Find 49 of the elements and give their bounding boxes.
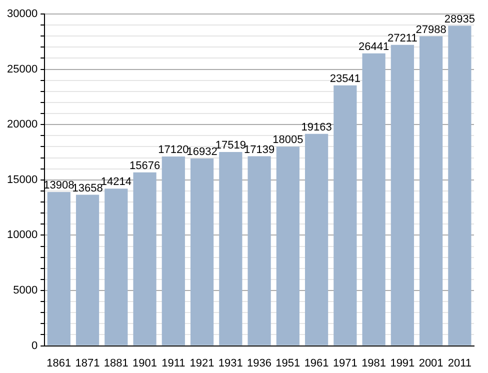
- data-label: 28935: [444, 13, 475, 26]
- y-tick-label: 15000: [6, 174, 38, 186]
- x-tick-label: 1931: [218, 357, 243, 370]
- bar: [362, 53, 386, 346]
- bar: [133, 172, 156, 346]
- y-tick-label: 25000: [6, 63, 38, 76]
- data-label: 13658: [72, 182, 103, 194]
- x-tick-label: 1951: [276, 357, 300, 370]
- data-label: 15676: [129, 160, 160, 172]
- bar: [420, 36, 443, 346]
- x-tick-label: 2011: [448, 357, 472, 370]
- x-tick-label: 1961: [304, 357, 329, 370]
- x-tick-label: 1971: [332, 357, 358, 370]
- x-tick-label: 1981: [362, 357, 386, 370]
- data-label: 19163: [301, 121, 332, 134]
- bar: [219, 152, 242, 346]
- bar: [390, 44, 414, 346]
- data-label: 13908: [44, 180, 74, 192]
- data-label: 26441: [358, 40, 390, 53]
- bar: [190, 158, 214, 346]
- x-tick-label: 1901: [132, 357, 158, 370]
- bar: [334, 85, 357, 346]
- data-label: 23541: [330, 72, 360, 85]
- data-label: 17120: [158, 144, 189, 156]
- x-tick-label: 1881: [104, 357, 128, 370]
- y-tick-label: 30000: [6, 8, 38, 20]
- y-tick-label: 0: [31, 340, 38, 352]
- bar: [248, 156, 271, 346]
- data-label: 27988: [416, 24, 446, 36]
- x-tick-label: 1991: [390, 357, 415, 370]
- x-tick-label: 1936: [247, 357, 272, 370]
- bar: [276, 146, 300, 346]
- bar: [104, 188, 128, 346]
- bar: [448, 26, 472, 346]
- y-tick-label: 10000: [6, 229, 38, 242]
- x-tick-label: 2001: [418, 357, 444, 370]
- data-label: 16932: [186, 146, 218, 158]
- bar: [76, 194, 100, 346]
- data-label: 18005: [272, 134, 304, 146]
- x-tick-label: 1871: [75, 357, 100, 370]
- bar: [162, 156, 185, 346]
- bar: [47, 192, 70, 346]
- y-tick-label: 5000: [13, 284, 38, 297]
- x-tick-label: 1911: [162, 357, 186, 370]
- bar: [304, 134, 328, 346]
- x-tick-label: 1861: [46, 357, 72, 370]
- data-label: 27211: [388, 32, 418, 44]
- x-tick-label: 1921: [190, 357, 214, 370]
- y-tick-label: 20000: [6, 118, 38, 131]
